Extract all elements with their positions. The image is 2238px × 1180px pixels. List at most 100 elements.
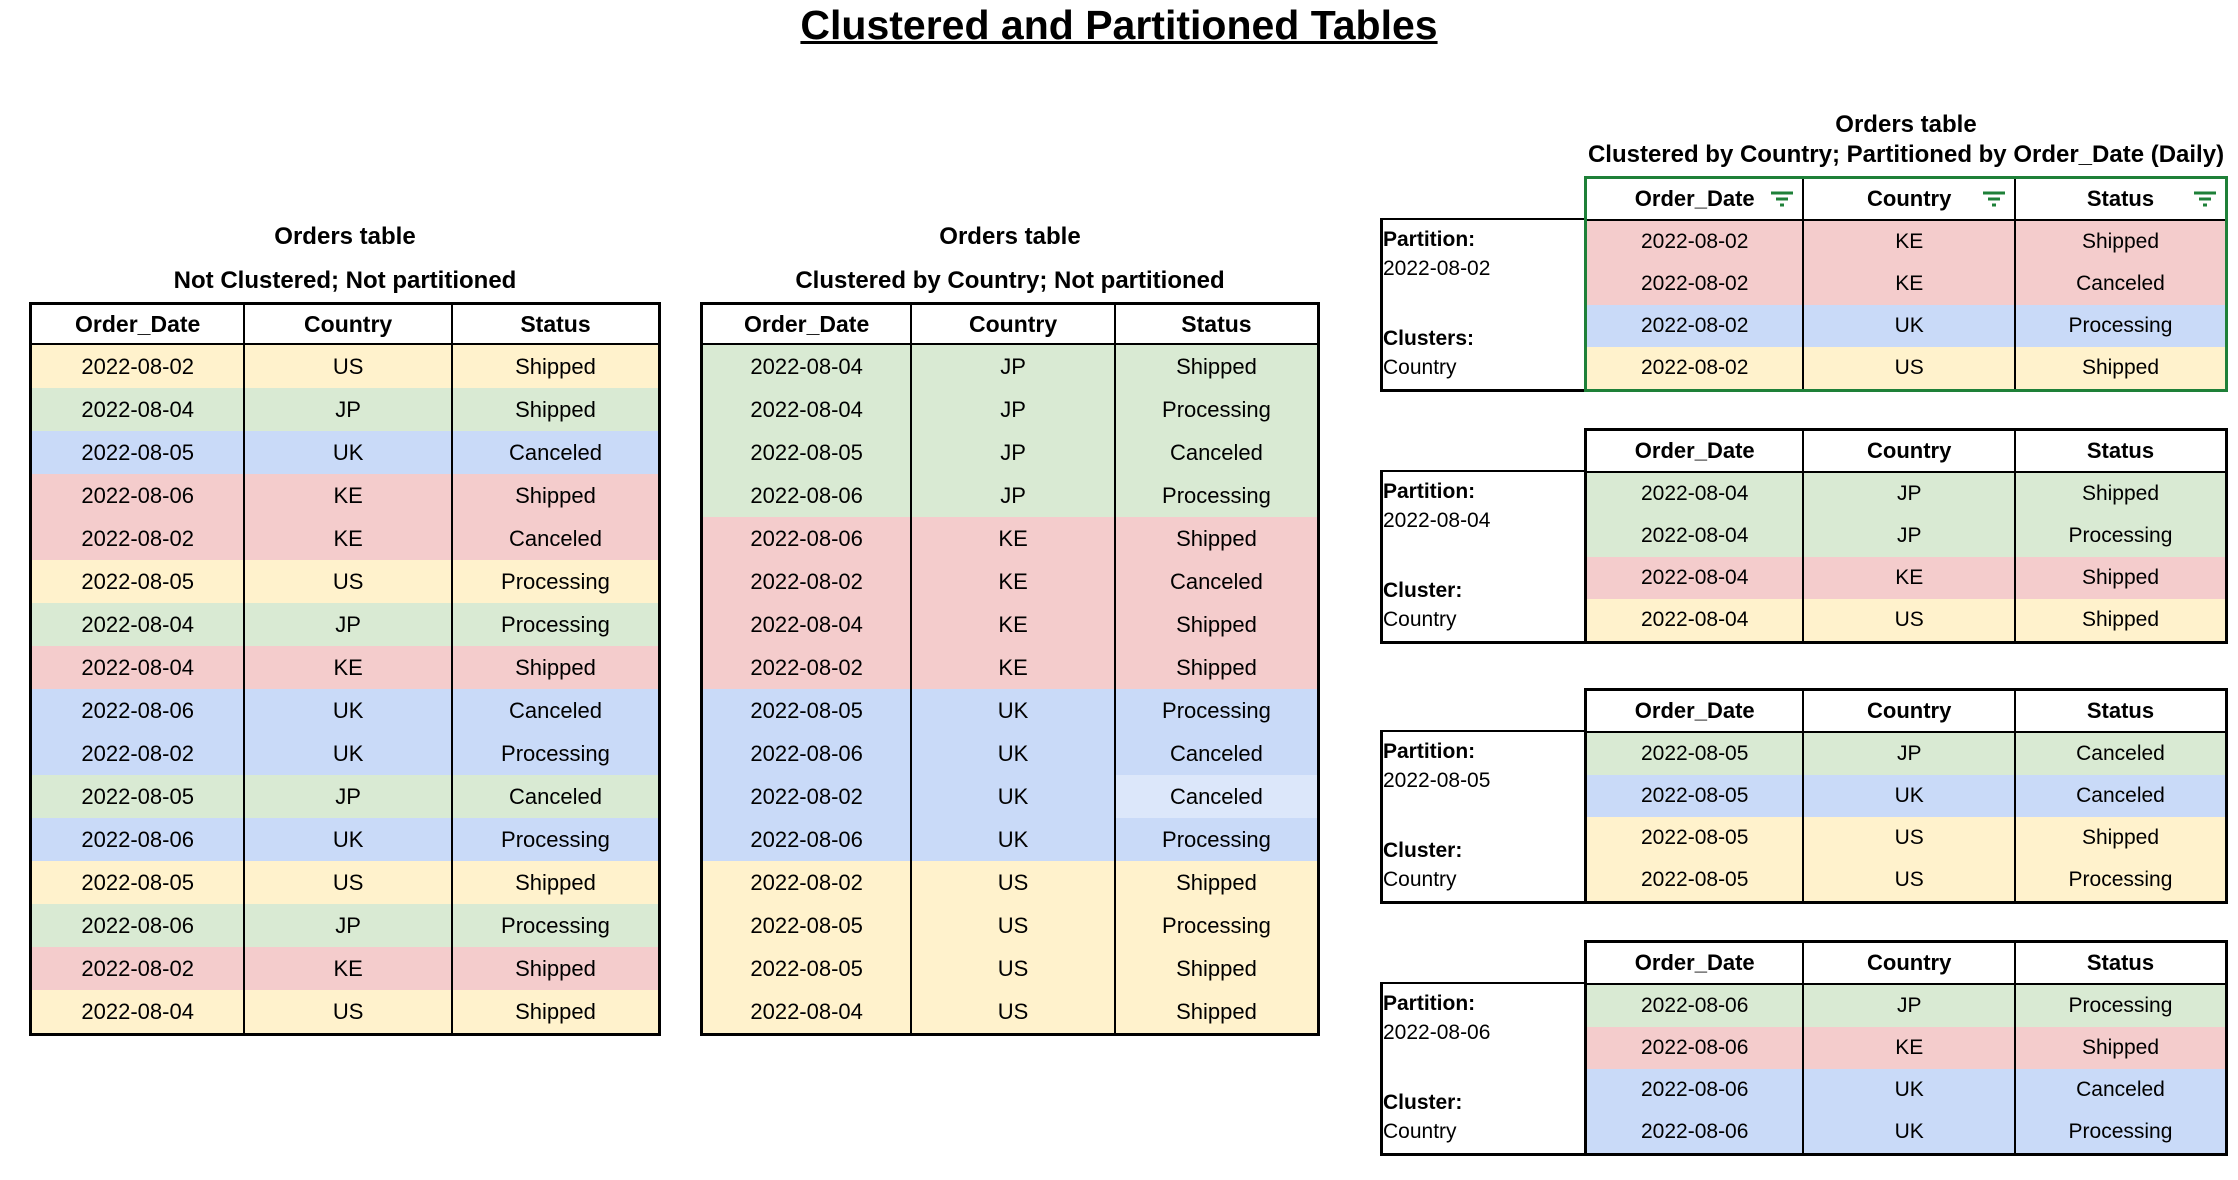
cell-country: KE [243,474,453,517]
clustered-table-title: Orders table [939,223,1081,250]
cell-order-date: 2022-08-02 [1584,305,1805,347]
cell-order-date: 2022-08-05 [29,431,246,474]
cell-status: Shipped [2013,472,2228,515]
cell-country: JP [910,388,1116,431]
table-row: 2022-08-05 UK Canceled [1584,775,2228,817]
cell-status: Shipped [1113,947,1320,990]
column-header-status: Status [2013,940,2228,985]
cell-country: JP [1802,732,2016,775]
cluster-label: Clusters: [1383,327,1475,350]
cell-order-date: 2022-08-04 [29,646,246,689]
cell-status: Canceled [450,775,661,818]
cell-country: US [243,861,453,904]
filter-icon[interactable] [1769,189,1795,209]
column-header-country: Country [243,302,453,345]
cell-country: UK [1802,1069,2016,1111]
filter-icon[interactable] [1981,189,2007,209]
table-row: 2022-08-04 JP Shipped [700,344,1320,388]
header-row: Order_Date Country Status [700,302,1320,345]
cell-order-date: 2022-08-05 [29,861,246,904]
cell-country: JP [243,603,453,646]
column-header-country: Country [1802,428,2016,473]
partition-label-box: Partition: 2022-08-04 Cluster: Country [1380,470,1584,644]
table-row: 2022-08-04 JP Processing [1584,515,2228,557]
table-row: 2022-08-04 JP Shipped [29,388,661,431]
partitioned-section-titles: Orders table Clustered by Country; Parti… [1584,110,2228,170]
cell-country: US [243,560,453,603]
header-row: Order_Date Country Status [29,302,661,345]
cell-country: KE [243,646,453,689]
cell-country: US [1802,817,2016,859]
cell-order-date: 2022-08-06 [29,904,246,947]
cluster-label-group: Cluster: Country [1383,1088,1584,1146]
partition-data-table: Order_Date Country Status 2022-08-06 JP … [1584,940,2228,1156]
cell-status: Shipped [450,646,661,689]
table-row: 2022-08-06 UK Canceled [29,689,661,732]
partition-table-2022-08-04: Partition: 2022-08-04 Cluster: Country O… [1380,428,2232,644]
cell-order-date: 2022-08-04 [1584,472,1805,515]
column-header-order-date: Order_Date [1584,688,1805,733]
table-row: 2022-08-06 KE Shipped [29,474,661,517]
cell-country: US [910,990,1116,1035]
cell-order-date: 2022-08-05 [700,904,913,947]
table-row: 2022-08-05 JP Canceled [700,431,1320,474]
partition-table-2022-08-02: Partition: 2022-08-02 Clusters: Country … [1380,176,2232,392]
cell-country: KE [243,517,453,560]
cell-status: Canceled [1113,775,1320,818]
column-header-status: Status [2013,428,2228,473]
cell-status: Shipped [450,474,661,517]
cell-country: UK [910,732,1116,775]
cell-order-date: 2022-08-05 [1584,817,1805,859]
cell-order-date: 2022-08-04 [1584,599,1805,643]
cell-order-date: 2022-08-04 [700,344,913,388]
cell-country: US [1802,599,2016,643]
cell-status: Shipped [1113,646,1320,689]
table-row: 2022-08-06 JP Processing [1584,984,2228,1027]
column-header-country: Country [1802,176,2016,221]
cell-order-date: 2022-08-06 [700,474,913,517]
cell-country: US [243,990,453,1035]
cell-order-date: 2022-08-05 [1584,775,1805,817]
cell-country: KE [243,947,453,990]
cell-status: Shipped [1113,603,1320,646]
cell-status: Processing [1113,904,1320,947]
cell-status: Canceled [450,689,661,732]
cell-country: UK [1802,305,2016,347]
column-header-country: Country [1802,940,2016,985]
partition-label: Partition: [1383,480,1476,503]
cell-status: Shipped [1113,344,1320,388]
header-row: Order_Date Country Status [1584,688,2228,733]
unclustered-table-subtitle: Not Clustered; Not partitioned [173,267,517,294]
cell-order-date: 2022-08-04 [1584,557,1805,599]
column-header-order-date: Order_Date [1584,176,1805,221]
page-title: Clustered and Partitioned Tables [800,2,1438,48]
cell-status: Shipped [450,947,661,990]
cell-status: Processing [2013,305,2228,347]
cell-status: Processing [450,904,661,947]
table-row: 2022-08-04 JP Shipped [1584,472,2228,515]
cell-order-date: 2022-08-06 [29,474,246,517]
table-row: 2022-08-02 KE Shipped [29,947,661,990]
table-row: 2022-08-06 UK Processing [1584,1111,2228,1155]
header-row: Order_Date Country Status [1584,940,2228,985]
cell-country: UK [910,689,1116,732]
cell-order-date: 2022-08-06 [29,689,246,732]
column-header-country: Country [1802,688,2016,733]
table-row: 2022-08-06 UK Canceled [1584,1069,2228,1111]
cell-status: Processing [450,603,661,646]
table-row: 2022-08-02 UK Processing [1584,305,2228,347]
filter-icon[interactable] [2192,189,2218,209]
column-header-order-date: Order_Date [29,302,246,345]
table-row: 2022-08-05 UK Canceled [29,431,661,474]
cell-order-date: 2022-08-05 [700,431,913,474]
table-row: 2022-08-02 UK Canceled [700,775,1320,818]
cell-country: UK [243,431,453,474]
table-row: 2022-08-05 JP Canceled [1584,732,2228,775]
cell-order-date: 2022-08-06 [1584,984,1805,1027]
table-row: 2022-08-04 JP Processing [29,603,661,646]
cell-order-date: 2022-08-05 [29,775,246,818]
table-row: 2022-08-02 US Shipped [29,344,661,388]
column-header-status: Status [1113,302,1320,345]
cell-order-date: 2022-08-05 [700,689,913,732]
